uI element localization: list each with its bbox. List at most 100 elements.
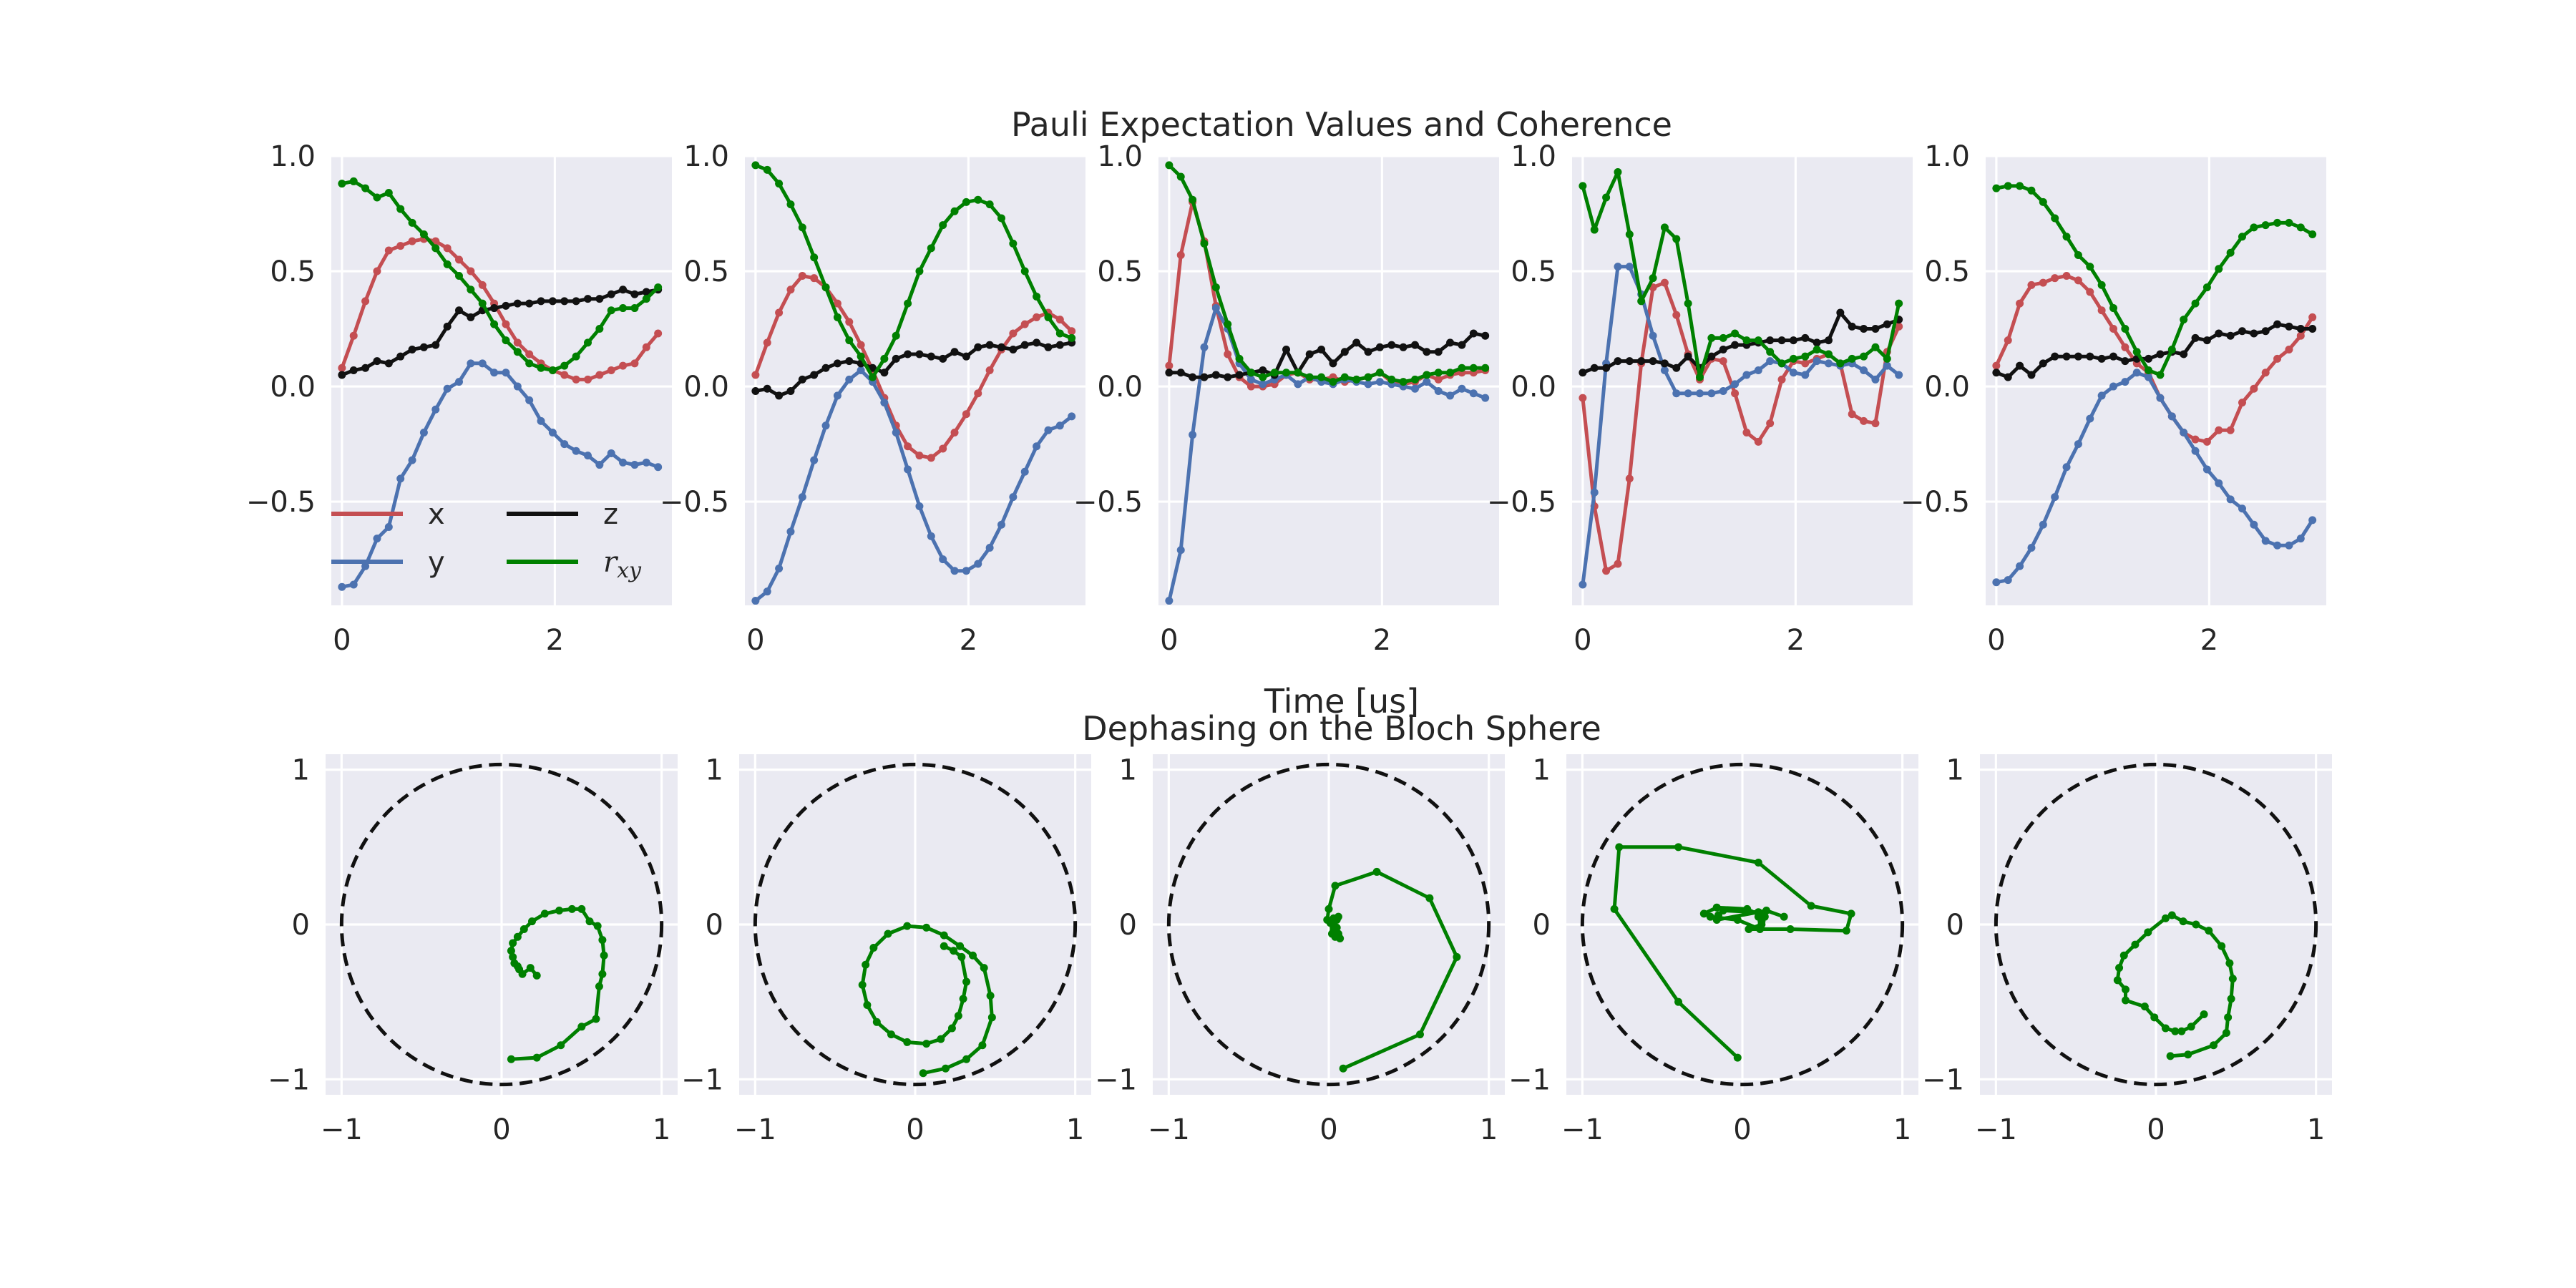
data-point-y (1458, 384, 1466, 393)
data-point-x (502, 320, 510, 328)
data-point-z (1434, 348, 1443, 356)
data-point-y (974, 560, 982, 568)
data-point-r (1731, 329, 1740, 338)
data-point-y (904, 465, 912, 474)
data-point-y (1672, 389, 1681, 398)
series-line-y (1996, 371, 2314, 585)
data-point-z (619, 286, 628, 294)
data-point-r (1387, 375, 1396, 384)
data-point-r (872, 1018, 881, 1026)
data-point-r (986, 992, 995, 1000)
y-tick-label: 1.0 (1511, 140, 1556, 173)
data-point-y (1481, 394, 1490, 402)
data-point-y (1766, 357, 1775, 366)
data-point-r (1372, 867, 1381, 876)
data-point-y (1055, 421, 1064, 430)
data-point-r (962, 1055, 971, 1063)
x-tick-label: 2 (960, 624, 977, 657)
data-point-r (560, 361, 569, 370)
data-point-x (1766, 419, 1775, 428)
data-point-r (1780, 912, 1788, 921)
data-point-y (1579, 580, 1587, 589)
data-point-y (763, 587, 771, 596)
data-point-x (1625, 474, 1634, 483)
data-point-z (751, 386, 760, 395)
data-point-x (1068, 327, 1076, 336)
data-point-x (1801, 359, 1810, 368)
data-point-y (1625, 263, 1634, 271)
bloch-unit-circle (1166, 762, 1491, 1087)
data-point-z (1777, 336, 1786, 345)
data-point-r (2131, 940, 2140, 949)
y-tick-label: −0.5 (1487, 486, 1556, 519)
data-point-r (607, 306, 615, 315)
data-point-y (1590, 488, 1599, 497)
data-point-x (2016, 299, 2024, 308)
data-point-x (619, 361, 628, 370)
data-point-y (2086, 414, 2094, 423)
data-point-r (858, 980, 867, 989)
data-point-z (1211, 371, 1220, 379)
data-point-z (1848, 322, 1856, 331)
data-point-r (2225, 959, 2234, 967)
data-point-x (950, 428, 959, 436)
data-point-r (1696, 373, 1704, 381)
y-tick-label: 0 (292, 909, 310, 942)
data-point-x (2109, 325, 2117, 333)
data-point-y (1696, 389, 1704, 398)
data-point-r (959, 995, 967, 1003)
data-point-x (373, 267, 381, 275)
data-point-y (2202, 465, 2211, 474)
data-point-r (2224, 1013, 2233, 1022)
data-point-y (654, 463, 663, 472)
x-tick-label: 1 (1893, 1113, 1911, 1146)
data-point-z (939, 354, 947, 363)
data-point-z (560, 297, 569, 306)
data-point-z (572, 297, 580, 306)
data-point-x (607, 366, 615, 375)
data-point-x (2202, 437, 2211, 446)
data-point-r (2156, 371, 2165, 379)
data-point-r (1458, 364, 1466, 372)
data-point-r (869, 373, 877, 381)
x-tick-label: 0 (2147, 1113, 2165, 1146)
data-point-x (1848, 410, 1856, 419)
data-point-r (2180, 316, 2188, 324)
data-point-z (2097, 354, 2106, 363)
data-point-r (2167, 911, 2176, 919)
data-point-r (1044, 313, 1053, 321)
data-point-x (1020, 320, 1029, 328)
x-tick-label: 1 (653, 1113, 670, 1146)
data-point-x (2191, 435, 2200, 444)
data-point-x (2097, 306, 2106, 315)
data-point-z (373, 357, 381, 366)
data-point-r (863, 1001, 872, 1010)
data-point-y (2296, 535, 2305, 543)
data-point-z (2004, 373, 2012, 381)
data-point-y (1742, 371, 1751, 379)
series-line-r (1581, 170, 1901, 379)
y-tick-label: −1 (1508, 1063, 1551, 1096)
data-point-r (956, 942, 965, 950)
data-point-r (396, 205, 405, 213)
series-line-z (1581, 311, 1900, 375)
data-point-y (419, 428, 428, 436)
y-tick-label: −1 (1095, 1063, 1137, 1096)
legend-label-y: y (428, 546, 445, 579)
data-point-r (2004, 182, 2012, 190)
bloch-unit-circle (753, 762, 1078, 1087)
data-point-x (467, 267, 475, 275)
data-point-x (763, 338, 771, 347)
data-point-z (2202, 336, 2211, 345)
data-point-y (2180, 428, 2188, 436)
data-point-x (642, 343, 650, 351)
data-point-r (419, 230, 428, 238)
data-point-z (1055, 341, 1064, 349)
data-point-x (1602, 567, 1611, 575)
data-point-x (2121, 343, 2129, 351)
data-point-y (443, 384, 452, 393)
axes-background (331, 156, 672, 605)
data-point-x (1055, 316, 1064, 324)
data-point-r (2171, 1027, 2180, 1035)
